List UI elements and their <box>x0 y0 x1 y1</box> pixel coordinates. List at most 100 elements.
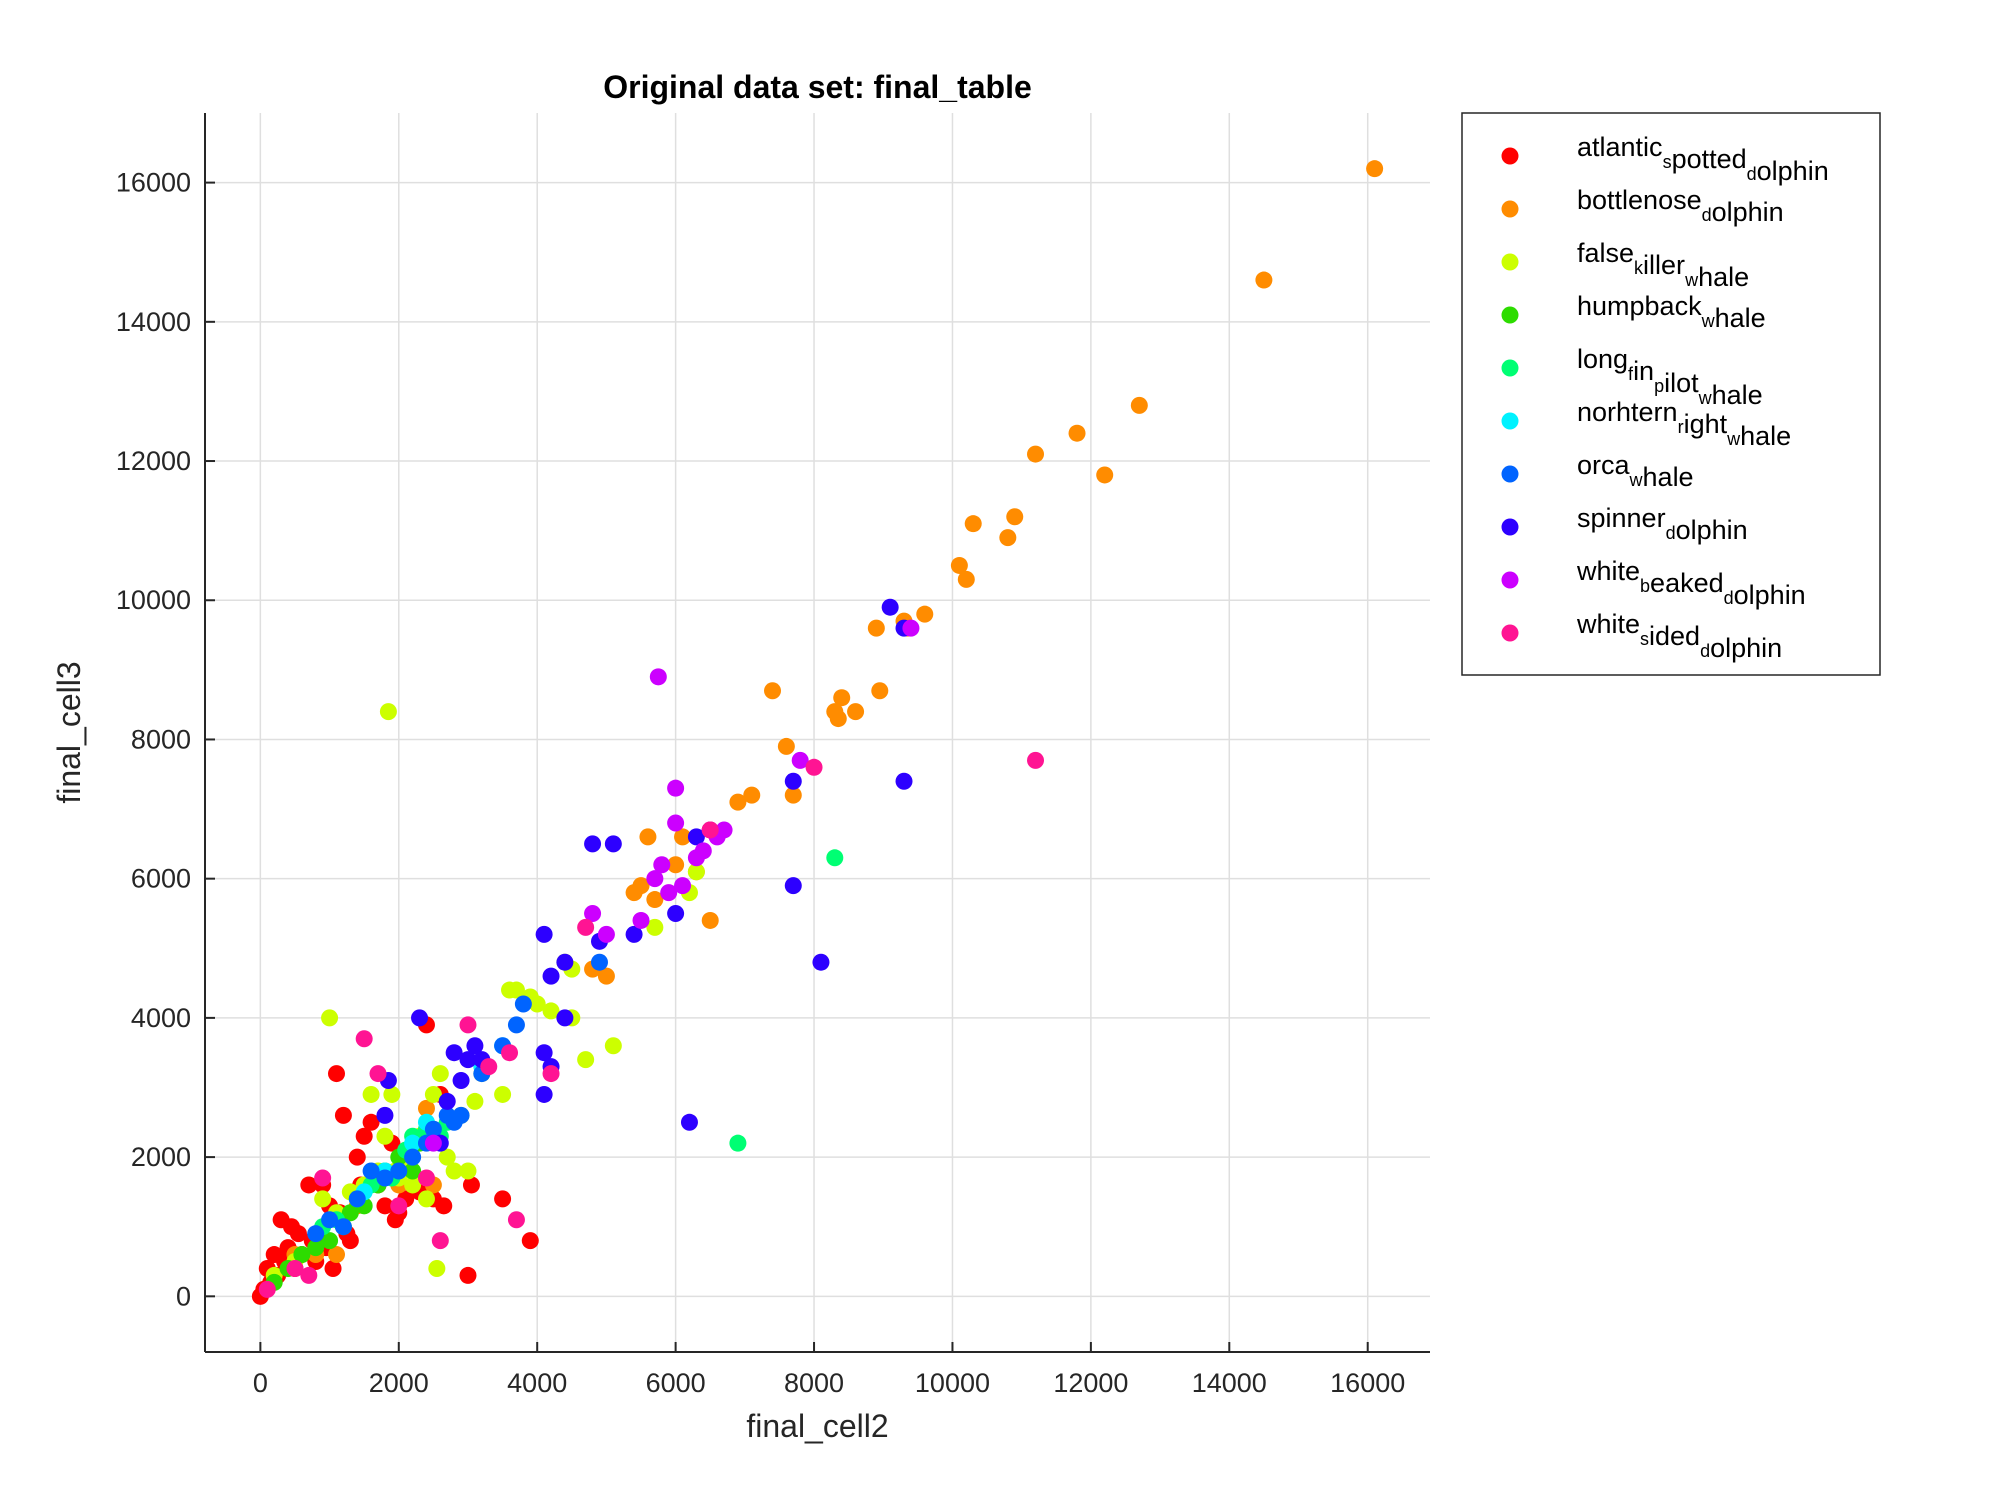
scatter-point <box>871 682 889 700</box>
scatter-point <box>293 1246 311 1264</box>
scatter-point <box>729 1134 747 1152</box>
scatter-point <box>355 1127 373 1145</box>
scatter-point <box>556 953 574 971</box>
scatter-point <box>334 1106 352 1124</box>
scatter-point <box>424 1085 442 1103</box>
legend-label: spinnerdolphin <box>1577 503 1748 545</box>
scatter-point <box>784 786 802 804</box>
scatter-point <box>300 1266 318 1284</box>
scatter-point <box>950 556 968 574</box>
scatter-point <box>687 828 705 846</box>
x-tick-label: 16000 <box>1330 1368 1405 1398</box>
scatter-point <box>1068 424 1086 442</box>
scatter-point <box>680 1113 698 1131</box>
scatter-point <box>327 1065 345 1083</box>
scatter-point <box>764 682 782 700</box>
scatter-point <box>701 911 719 929</box>
scatter-point <box>424 1120 442 1138</box>
scatter-point <box>667 856 685 874</box>
scatter-point <box>459 1162 477 1180</box>
legend-marker <box>1501 571 1519 589</box>
scatter-point <box>480 1058 498 1076</box>
scatter-point <box>369 1065 387 1083</box>
scatter-point <box>341 1204 359 1222</box>
scatter-point <box>424 1134 442 1152</box>
y-tick-label: 2000 <box>131 1142 191 1172</box>
scatter-point <box>307 1225 325 1243</box>
scatter-point <box>435 1197 453 1215</box>
scatter-point <box>687 863 705 881</box>
scatter-point <box>417 1169 435 1187</box>
x-tick-label: 2000 <box>369 1368 429 1398</box>
scatter-point <box>646 891 664 909</box>
scatter-point <box>314 1190 332 1208</box>
scatter-point <box>812 953 830 971</box>
scatter-point <box>653 856 671 874</box>
scatter-point <box>507 981 525 999</box>
scatter-point <box>833 689 851 707</box>
scatter-point <box>847 703 865 721</box>
legend-marker <box>1501 147 1519 165</box>
legend-label: orcawhale <box>1577 450 1694 492</box>
scatter-point <box>428 1259 446 1277</box>
scatter-point <box>404 1134 422 1152</box>
scatter-point <box>376 1169 394 1187</box>
scatter-point <box>867 619 885 637</box>
scatter-point <box>902 619 920 637</box>
scatter-point <box>916 605 934 623</box>
scatter-point <box>379 703 397 721</box>
scatter-point <box>777 737 795 755</box>
scatter-point <box>494 1085 512 1103</box>
scatter-point <box>667 904 685 922</box>
legend-label: whitebeakeddolphin <box>1576 556 1806 610</box>
scatter-point <box>300 1176 318 1194</box>
x-axis-label: final_cell2 <box>746 1408 888 1444</box>
scatter-point <box>1096 466 1114 484</box>
scatter-point <box>604 1037 622 1055</box>
scatter-point <box>507 1016 525 1034</box>
scatter-point <box>1255 271 1273 289</box>
scatter-point <box>649 668 667 686</box>
scatter-point <box>341 1232 359 1250</box>
scatter-point <box>632 911 650 929</box>
scatter-point <box>577 918 595 936</box>
scatter-point <box>577 1051 595 1069</box>
scatter-point <box>362 1113 380 1131</box>
scatter-point <box>334 1218 352 1236</box>
scatter-point <box>646 870 664 888</box>
scatter-point <box>646 918 664 936</box>
scatter-point <box>321 1232 339 1250</box>
scatter-point <box>1027 751 1045 769</box>
scatter-point <box>417 1190 435 1208</box>
legend-label: bottlenosedolphin <box>1577 185 1784 227</box>
scatter-point <box>826 849 844 867</box>
scatter-point <box>411 1009 429 1027</box>
legend-label: atlanticspotteddolphin <box>1577 132 1829 186</box>
scatter-point <box>715 821 733 839</box>
scatter-point <box>542 967 560 985</box>
scatter-point <box>286 1259 304 1277</box>
scatter-point <box>431 1232 449 1250</box>
y-tick-label: 8000 <box>131 724 191 754</box>
y-tick-label: 14000 <box>116 307 191 337</box>
scatter-point <box>404 1176 422 1194</box>
scatter-point <box>521 1232 539 1250</box>
scatter-point <box>729 793 747 811</box>
scatter-point <box>556 1009 574 1027</box>
scatter-point <box>667 814 685 832</box>
scatter-point <box>542 1002 560 1020</box>
scatter-point <box>528 995 546 1013</box>
legend-marker <box>1501 412 1519 430</box>
legend-label: norhternrightwhale <box>1577 397 1791 451</box>
scatter-point <box>829 710 847 728</box>
y-axis-label: final_cell3 <box>51 661 87 803</box>
x-tick-label: 4000 <box>507 1368 567 1398</box>
scatter-point <box>445 1044 463 1062</box>
scatter-point <box>307 1239 325 1257</box>
scatter-point <box>784 772 802 790</box>
scatter-point <box>597 925 615 943</box>
scatter-point <box>584 904 602 922</box>
scatter-point <box>881 598 899 616</box>
scatter-point <box>404 1148 422 1166</box>
scatter-point <box>404 1162 422 1180</box>
